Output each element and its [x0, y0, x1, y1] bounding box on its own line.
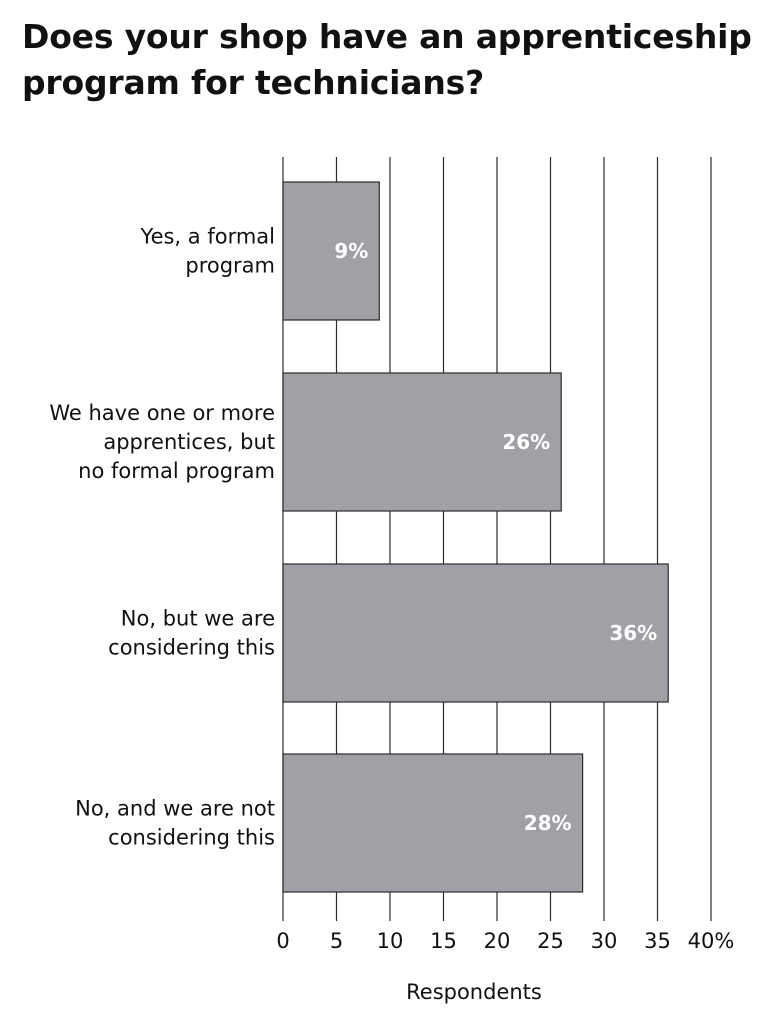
bar [282, 181, 380, 321]
category-label-line: considering this [108, 636, 275, 660]
bar [282, 372, 562, 512]
bar [282, 563, 669, 703]
bar-value-label: 36% [609, 621, 657, 645]
category-label: We have one or more apprentices, but no fo… [49, 401, 275, 483]
category-label-line: program [185, 254, 275, 278]
category-label-line: Yes, a formal [140, 225, 275, 249]
x-tick-label: 25 [537, 929, 564, 953]
bar-value-label: 28% [524, 811, 572, 835]
category-label: No, and we are not considering this [75, 797, 275, 850]
x-tick-label: 20 [484, 929, 511, 953]
bar-value-label: 26% [502, 430, 550, 454]
x-axis-title: Respondents [406, 980, 542, 1004]
x-tick-label: 30 [591, 929, 618, 953]
bars: 9% 26% 36% 28% [282, 181, 669, 893]
x-tick-label: 5 [330, 929, 343, 953]
category-label-line: No, and we are not [75, 797, 275, 821]
category-label: Yes, a formal program [140, 225, 275, 278]
bar-value-label: 9% [334, 239, 368, 263]
x-tick-label: 40% [688, 929, 735, 953]
category-labels: Yes, a formal program We have one or more a… [49, 225, 275, 850]
x-tick-label: 15 [430, 929, 457, 953]
chart-title: Does your shop have an apprenticeship pr… [22, 17, 752, 102]
x-tick-label: 35 [644, 929, 671, 953]
bar [282, 753, 584, 893]
category-label-line: no formal program [78, 459, 275, 483]
category-label-line: We have one or more [49, 401, 275, 425]
category-label: No, but we are considering this [108, 607, 275, 660]
category-label-line: No, but we are [121, 607, 275, 631]
category-label-line: apprentices, but [103, 430, 275, 454]
x-tick-labels: 0 5 10 15 20 25 30 35 40% [276, 929, 734, 953]
category-label-line: considering this [108, 826, 275, 850]
x-tick-label: 10 [377, 929, 404, 953]
x-tick-label: 0 [276, 929, 289, 953]
